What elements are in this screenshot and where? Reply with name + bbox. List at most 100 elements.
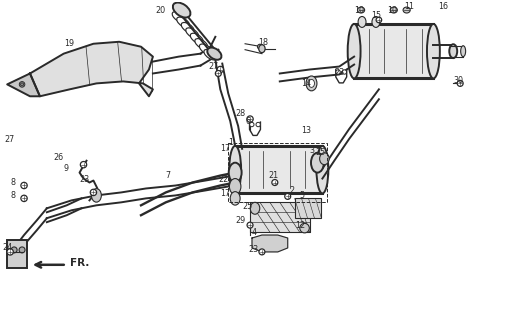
Text: 2: 2 — [290, 186, 295, 195]
Ellipse shape — [357, 7, 364, 13]
Circle shape — [80, 162, 87, 168]
Ellipse shape — [181, 22, 194, 33]
Circle shape — [259, 249, 265, 255]
Ellipse shape — [449, 44, 457, 58]
Text: 15: 15 — [371, 12, 381, 20]
Ellipse shape — [230, 179, 241, 195]
Ellipse shape — [173, 3, 190, 18]
Circle shape — [258, 44, 263, 49]
Ellipse shape — [306, 76, 317, 91]
Text: 14: 14 — [302, 79, 312, 88]
Ellipse shape — [177, 17, 190, 28]
Text: 20: 20 — [156, 5, 166, 14]
Text: 13: 13 — [302, 126, 312, 135]
Text: 23: 23 — [334, 68, 345, 77]
Ellipse shape — [308, 79, 315, 87]
Ellipse shape — [186, 28, 199, 38]
Text: 21: 21 — [268, 171, 278, 180]
Circle shape — [376, 17, 382, 23]
Text: 11: 11 — [404, 2, 414, 11]
Circle shape — [215, 70, 221, 76]
Text: 9: 9 — [64, 164, 69, 173]
Text: 16: 16 — [438, 2, 448, 11]
Circle shape — [247, 116, 253, 122]
Polygon shape — [7, 74, 40, 96]
Text: 10: 10 — [387, 5, 397, 14]
Text: 19: 19 — [64, 39, 74, 48]
Ellipse shape — [195, 39, 208, 49]
Text: 1: 1 — [228, 138, 233, 148]
Text: 23: 23 — [248, 245, 258, 254]
Text: 5: 5 — [300, 191, 305, 200]
Circle shape — [457, 80, 463, 86]
Ellipse shape — [311, 153, 324, 172]
Circle shape — [11, 247, 17, 253]
Circle shape — [256, 122, 260, 127]
Text: 25: 25 — [316, 148, 326, 157]
Circle shape — [90, 189, 97, 196]
Polygon shape — [30, 42, 153, 96]
Text: 10: 10 — [354, 5, 364, 14]
Ellipse shape — [92, 189, 101, 202]
Text: 28: 28 — [235, 108, 245, 118]
Circle shape — [217, 66, 223, 73]
Ellipse shape — [320, 153, 329, 165]
Circle shape — [21, 182, 27, 189]
Ellipse shape — [427, 24, 440, 78]
Ellipse shape — [317, 146, 328, 193]
Text: 6: 6 — [245, 116, 250, 125]
Polygon shape — [252, 235, 288, 252]
Text: 27: 27 — [208, 62, 219, 71]
Circle shape — [7, 249, 13, 255]
Ellipse shape — [300, 223, 309, 233]
Ellipse shape — [200, 44, 212, 54]
Ellipse shape — [190, 33, 203, 44]
Ellipse shape — [229, 146, 241, 193]
Text: 24: 24 — [2, 244, 12, 252]
Text: 18: 18 — [258, 38, 268, 47]
Text: 27: 27 — [4, 135, 14, 144]
Text: 8: 8 — [10, 191, 15, 200]
Circle shape — [272, 180, 278, 186]
Circle shape — [19, 82, 25, 87]
Bar — [250, 202, 309, 232]
Text: 4: 4 — [252, 228, 257, 236]
Ellipse shape — [348, 24, 360, 78]
Circle shape — [21, 195, 27, 202]
Text: 23: 23 — [79, 175, 90, 184]
Circle shape — [247, 222, 253, 228]
Text: FR.: FR. — [70, 258, 89, 268]
Text: 3: 3 — [309, 146, 315, 155]
Bar — [228, 143, 327, 202]
Bar — [235, 146, 322, 193]
Ellipse shape — [358, 17, 366, 28]
Text: 17: 17 — [220, 189, 231, 198]
Ellipse shape — [204, 49, 217, 60]
Ellipse shape — [229, 163, 242, 182]
Ellipse shape — [230, 192, 240, 205]
Text: 17: 17 — [220, 144, 231, 153]
Circle shape — [336, 70, 340, 74]
Text: 22: 22 — [218, 175, 229, 184]
Ellipse shape — [259, 45, 265, 53]
Ellipse shape — [207, 48, 221, 60]
Ellipse shape — [403, 7, 410, 13]
Ellipse shape — [172, 12, 185, 22]
Bar — [295, 198, 321, 218]
Text: 29: 29 — [235, 216, 245, 225]
Ellipse shape — [250, 202, 260, 214]
Text: 8: 8 — [10, 178, 15, 187]
Text: 30: 30 — [453, 76, 463, 85]
Bar — [354, 24, 434, 78]
Circle shape — [20, 83, 23, 86]
Text: 26: 26 — [54, 153, 64, 162]
Text: 7: 7 — [166, 171, 171, 180]
Ellipse shape — [372, 17, 380, 28]
Circle shape — [342, 70, 347, 74]
Circle shape — [249, 122, 254, 127]
Circle shape — [19, 247, 25, 253]
Bar — [7, 240, 27, 268]
Circle shape — [285, 193, 291, 199]
Text: 25: 25 — [242, 202, 252, 211]
Ellipse shape — [461, 46, 466, 57]
